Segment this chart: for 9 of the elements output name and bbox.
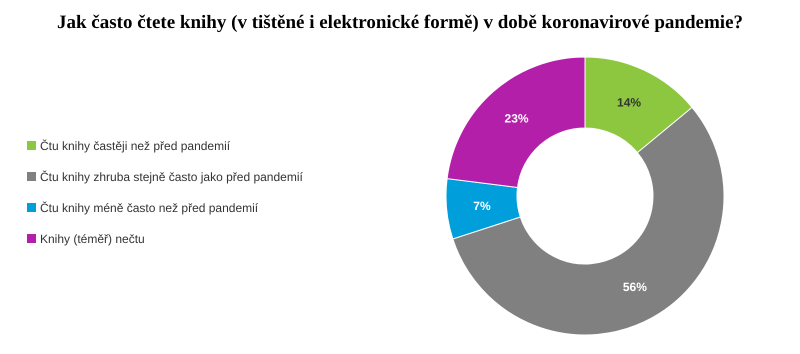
legend-label: Čtu knihy zhruba stejně často jako před pandemií (40, 170, 304, 184)
data-label: 7% (473, 198, 491, 213)
legend-label: Knihy (téměř) nečtu (40, 232, 145, 246)
legend-label: Čtu knihy méně často než před pandemií (40, 201, 259, 216)
data-label: 23% (504, 112, 529, 126)
legend-label: Čtu knihy častěji než před pandemií (40, 139, 231, 154)
data-label: 56% (622, 280, 648, 294)
data-label: 14% (617, 96, 642, 110)
chart-title: Jak často čtete knihy (v tištěné i elektronické formě) v době koronavirové pandemie? (56, 12, 744, 33)
